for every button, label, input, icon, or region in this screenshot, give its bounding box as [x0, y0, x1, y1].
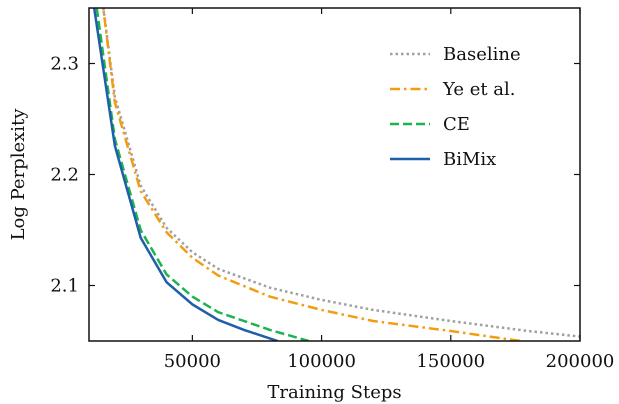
- x-tick-label: 50000: [164, 351, 221, 372]
- x-axis-label: Training Steps: [267, 382, 401, 403]
- y-tick-label: 2.3: [50, 54, 79, 75]
- x-tick-label: 100000: [287, 351, 356, 372]
- y-axis-label: Log Perplexity: [8, 108, 29, 241]
- x-tick-label: 150000: [416, 351, 485, 372]
- ticks-layer: 50000 100000 150000 200000 2.1 2.2 2.3: [50, 8, 614, 372]
- series-layer: [92, 8, 580, 341]
- y-tick-label: 2.1: [50, 276, 79, 297]
- series-line-bimix: [92, 8, 279, 341]
- legend-label: Baseline: [443, 44, 521, 65]
- series-line-ye-et-al: [102, 8, 521, 341]
- x-tick-label: 200000: [546, 351, 615, 372]
- legend-label: Ye et al.: [442, 79, 516, 100]
- series-line-baseline: [102, 8, 580, 338]
- series-line-ce: [95, 8, 310, 341]
- legend: Baseline Ye et al. CE BiMix: [390, 44, 521, 170]
- y-tick-label: 2.2: [50, 165, 79, 186]
- legend-label: BiMix: [443, 149, 496, 170]
- legend-label: CE: [443, 114, 470, 135]
